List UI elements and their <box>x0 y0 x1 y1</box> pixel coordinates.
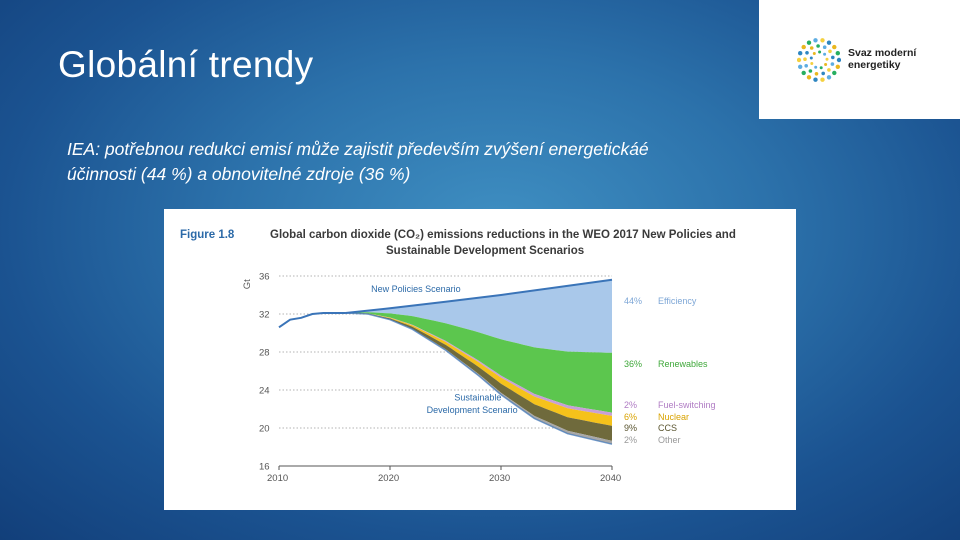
chart-title-line-1: Global carbon dioxide (CO₂) emissions re… <box>270 229 736 241</box>
logo-dot <box>801 70 806 76</box>
logo-dot <box>822 45 827 49</box>
logo-panel: Svaz moderní energetiky <box>759 0 960 119</box>
subtitle-line-1: IEA: potřebnou redukci emisí může zajist… <box>67 139 649 159</box>
new-policies-line <box>345 278 613 314</box>
logo-dot <box>832 44 837 50</box>
logo-dot <box>820 38 825 43</box>
logo-dot <box>827 68 831 72</box>
wedge-name-efficiency: Efficiency <box>658 296 697 306</box>
chart-panel: Figure 1.8 Global carbon dioxide (CO₂) e… <box>164 209 796 510</box>
sustainable-label-line-2: Development Scenario <box>427 405 518 415</box>
wedge-name-nuclear: Nuclear <box>658 412 689 422</box>
logo-dot <box>836 57 841 63</box>
subtitle-line-2: účinnosti (44 %) a obnovitelné zdroje (3… <box>67 164 411 184</box>
y-tick-20: 20 <box>259 424 270 435</box>
logo-dot <box>801 44 806 50</box>
y-tick-36: 36 <box>259 272 270 283</box>
y-tick-24: 24 <box>259 386 270 397</box>
logo-dot <box>798 64 803 69</box>
wedge-share-other: 2% <box>624 435 637 445</box>
wedge-share-efficiency: 44% <box>624 296 642 306</box>
logo-dot <box>818 50 822 54</box>
logo-dot <box>798 51 803 56</box>
wedge-name-fuel_switching: Fuel-switching <box>658 400 716 410</box>
wedge-share-fuel_switching: 2% <box>624 400 637 410</box>
logo-dot <box>813 38 818 43</box>
slide-title: Globální trendy <box>58 44 314 85</box>
y-tick-32: 32 <box>259 310 270 321</box>
x-tick-2010: 2010 <box>267 473 288 484</box>
new-policies-label: New Policies Scenario <box>371 284 461 294</box>
logo-dot <box>835 64 840 69</box>
chart-title-line-2: Sustainable Development Scenarios <box>386 245 584 257</box>
logo-dot <box>823 52 827 56</box>
logo-dot <box>805 51 809 55</box>
logo-text: Svaz moderní energetiky <box>848 47 916 71</box>
wedge-share-nuclear: 6% <box>624 412 637 422</box>
logo-dot <box>825 57 829 61</box>
logo-dot <box>806 75 812 80</box>
wedge-ccs <box>345 313 612 441</box>
wedge-name-ccs: CCS <box>658 423 677 433</box>
sustainable-label-line-1: Sustainable <box>454 392 501 402</box>
logo-dot <box>816 44 820 48</box>
logo-dot <box>812 52 816 55</box>
logo-dot <box>804 64 808 68</box>
emissions-chart: Figure 1.8 Global carbon dioxide (CO₂) e… <box>180 229 736 484</box>
logo-dot <box>826 40 832 45</box>
logo-dot <box>832 70 837 76</box>
logo-dot <box>808 69 813 73</box>
wedge-share-renewables: 36% <box>624 359 642 369</box>
x-tick-2040: 2040 <box>600 473 621 484</box>
logo-dot <box>819 66 823 70</box>
figure-label: Figure 1.8 <box>180 229 235 241</box>
logo-dot <box>809 56 813 60</box>
wedge-efficiency <box>345 279 612 353</box>
y-tick-16: 16 <box>259 462 270 473</box>
logo-dot <box>821 71 825 76</box>
logo-dot <box>826 75 832 80</box>
logo-dot <box>810 62 814 65</box>
wedge-nuclear <box>345 313 612 426</box>
logo-dot <box>830 62 835 66</box>
logo-line-2: energetiky <box>848 59 901 71</box>
logo-dot <box>797 57 802 63</box>
x-tick-2030: 2030 <box>489 473 510 484</box>
logo-dot <box>824 63 828 66</box>
logo-line-1: Svaz moderní <box>848 47 917 59</box>
slide-subtitle: IEA: potřebnou redukci emisí může zajist… <box>67 137 887 187</box>
wedge-name-other: Other <box>658 435 681 445</box>
x-tick-2020: 2020 <box>378 473 399 484</box>
logo-dots-icon <box>797 38 841 82</box>
logo-dot <box>814 72 819 76</box>
wedge-name-renewables: Renewables <box>658 359 708 369</box>
y-axis-label: Gt <box>242 279 253 289</box>
history-line <box>278 312 346 329</box>
logo-dot <box>809 46 814 50</box>
logo-dot <box>803 57 807 61</box>
logo-dot <box>820 77 825 82</box>
logo-dot <box>813 77 818 82</box>
logo-dot <box>814 65 818 69</box>
logo-dot <box>835 51 840 56</box>
wedge-share-ccs: 9% <box>624 423 637 433</box>
logo-dot <box>828 49 832 54</box>
y-tick-28: 28 <box>259 348 270 359</box>
sustainable-line <box>345 312 613 445</box>
logo-dot <box>806 40 812 45</box>
wedge-renewables <box>345 312 612 413</box>
logo-dot <box>831 55 835 60</box>
